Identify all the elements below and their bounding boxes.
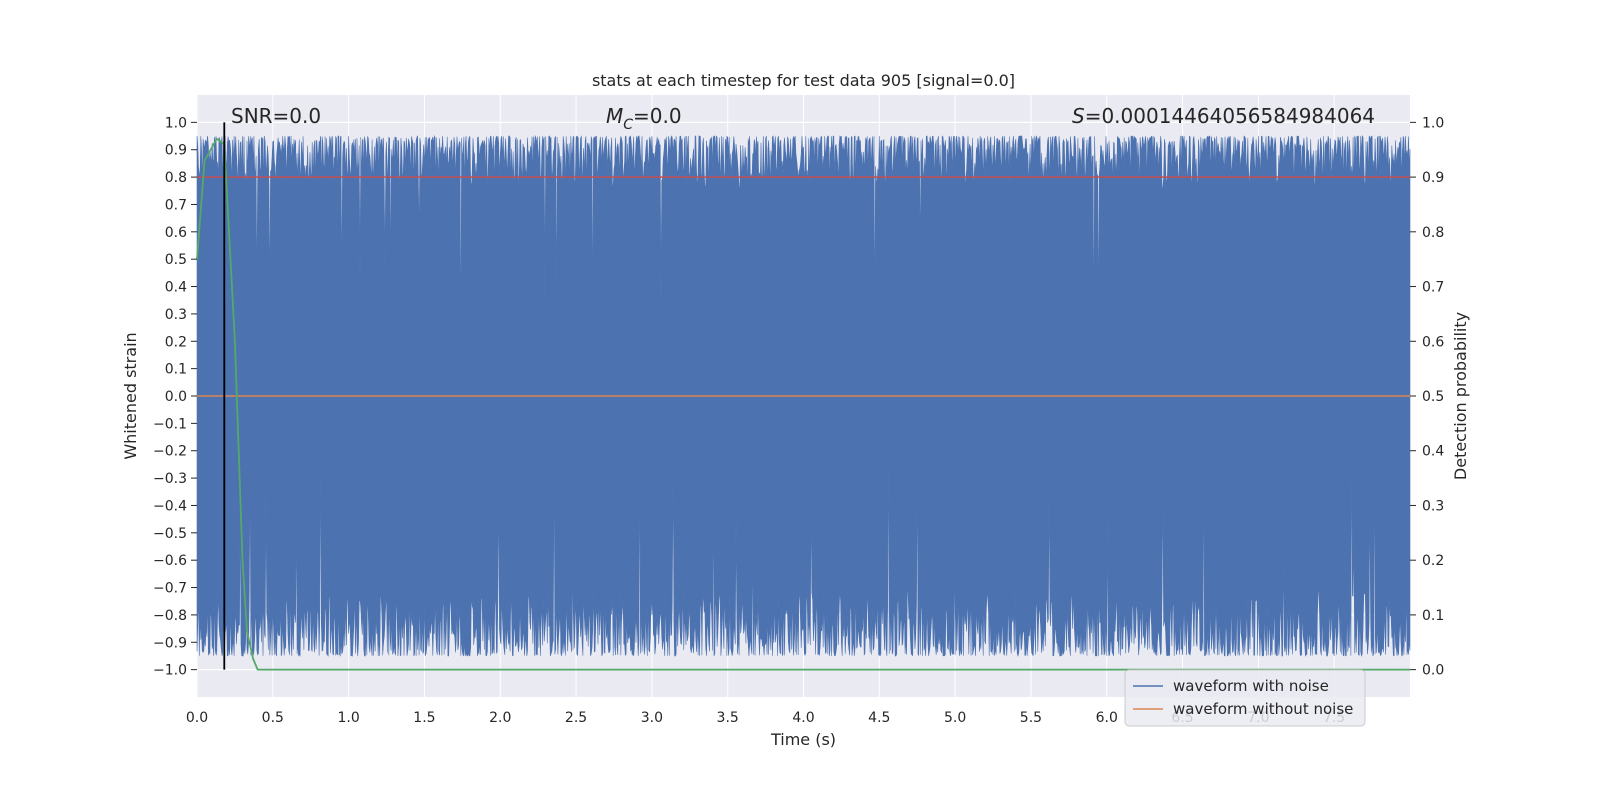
y-left-tick-label: −0.2 [153,444,187,460]
x-tick-label: 0.5 [262,710,284,726]
y-right-tick-label: 0.2 [1422,553,1444,569]
y-left-tick-label: 0.0 [165,389,187,405]
y-right-tick-label: 0.7 [1422,280,1444,296]
legend-label-noise: waveform with noise [1173,677,1329,695]
y-left-tick-label: 0.1 [165,362,187,378]
y-right-tick-label: 0.8 [1422,225,1444,241]
chart-title: stats at each timestep for test data 905… [592,71,1015,90]
s-value: =0.0001446405658498406​4 [1085,104,1375,128]
legend: waveform with noise waveform without noi… [1124,669,1366,727]
legend-label-clean: waveform without noise [1173,700,1353,718]
x-axis-title: Time (s) [770,730,836,749]
s-annotation: S=0.0001446405658498406​4 [1072,104,1375,128]
x-tick-label: 2.0 [489,710,511,726]
y-right-tick-label: 0.6 [1422,334,1444,350]
x-tick-label: 3.5 [717,710,739,726]
y-right-tick-label: 0.1 [1422,608,1444,624]
y-left-tick-label: −0.4 [153,498,187,514]
y-right-tick-label: 1.0 [1422,115,1444,131]
x-tick-label: 5.5 [1020,710,1042,726]
line-series [196,122,1410,671]
y-right-tick-label: 0.0 [1422,663,1444,679]
x-tick-label: 2.5 [565,710,587,726]
y-left-tick-labels: 1.0 0.9 0.8 0.7 0.6 0.5 0.4 0.3 0.2 0.1 0.0 −0.1 −0.… [153,115,197,679]
y-left-tick-label: −1.0 [153,663,187,679]
y-left-tick-label: −0.3 [153,471,187,487]
y-right-tick-label: 0.9 [1422,170,1444,186]
y-left-tick-label: 0.8 [165,170,187,186]
y-left-tick-label: 0.3 [165,307,187,323]
y-left-tick-label: 0.4 [165,280,187,296]
mc-value: =0.0 [633,104,682,128]
y-left-tick-label: −0.9 [153,635,187,651]
y-left-tick-label: −0.5 [153,526,187,542]
y-left-axis-title: Whitened strain [121,332,140,459]
x-tick-label: 1.5 [413,710,435,726]
y-left-tick-label: 0.2 [165,334,187,350]
y-left-tick-label: 0.6 [165,225,187,241]
y-left-tick-label: −0.1 [153,416,187,432]
y-right-tick-label: 0.5 [1422,389,1444,405]
y-right-axis-title: Detection probability [1451,312,1470,480]
y-left-tick-label: 0.7 [165,197,187,213]
mc-symbol: M [606,104,623,128]
y-left-tick-label: 0.9 [165,143,187,159]
y-left-tick-label: −0.8 [153,608,187,624]
chirp-mass-annotation: MC=0.0 [606,104,682,133]
x-tick-label: 4.5 [868,710,890,726]
y-left-tick-label: −0.6 [153,553,187,569]
x-tick-label: 3.0 [641,710,663,726]
legend-box [1124,669,1366,727]
y-right-tick-label: 0.4 [1422,444,1444,460]
y-right-tick-label: 0.3 [1422,498,1444,514]
series-detection-probability [196,137,1410,671]
x-tick-label: 4.0 [792,710,814,726]
mc-subscript: C [623,117,633,133]
snr-annotation: SNR=0.0 [231,104,321,128]
y-right-tick-labels: 1.0 0.9 0.8 0.7 0.6 0.5 0.4 0.3 0.2 0.1 0.0 [1410,115,1444,679]
x-tick-label: 5.0 [944,710,966,726]
y-left-tick-label: −0.7 [153,581,187,597]
x-tick-label: 1.0 [337,710,359,726]
y-left-tick-label: 1.0 [165,115,187,131]
y-left-tick-label: 0.5 [165,252,187,268]
s-symbol: S [1072,104,1085,128]
x-tick-label: 6.0 [1096,710,1118,726]
x-tick-label: 0.0 [186,710,208,726]
